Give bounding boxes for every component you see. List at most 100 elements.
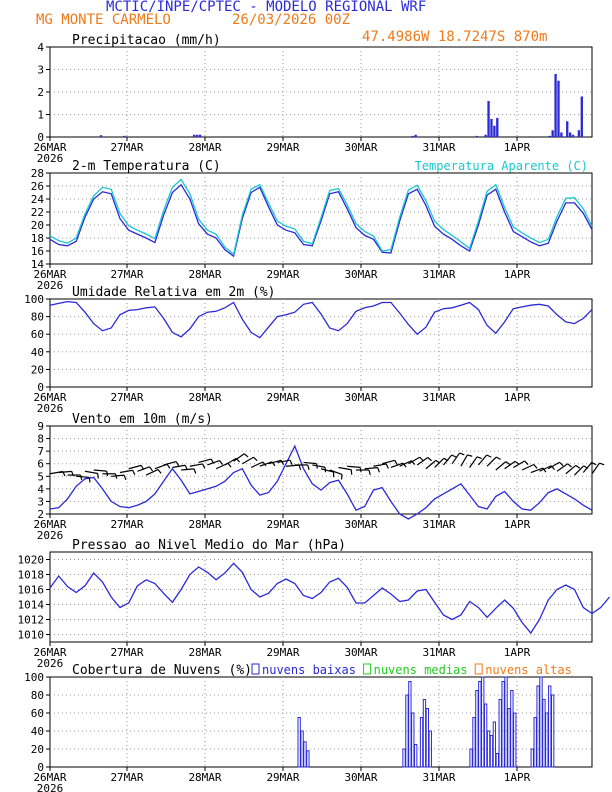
wind-barb-flag bbox=[253, 456, 258, 462]
x-tick-label: 1APR bbox=[504, 391, 531, 404]
wind-barb bbox=[259, 461, 273, 467]
y-tick-label: 14 bbox=[31, 258, 45, 271]
bar bbox=[303, 741, 307, 768]
bar bbox=[496, 117, 499, 137]
header: MCTIC/INPE/CPTEC - MODELO REGIONAL WRF M… bbox=[0, 0, 612, 50]
wind-barb bbox=[408, 456, 420, 465]
series-line bbox=[49, 300, 593, 339]
x-tick-label: 1APR bbox=[504, 141, 531, 154]
bar bbox=[469, 748, 473, 768]
y-tick-label: 1016 bbox=[18, 584, 45, 597]
wind-barb bbox=[547, 461, 560, 470]
wind-barb bbox=[58, 470, 72, 474]
bar bbox=[510, 690, 514, 768]
wind-barb bbox=[338, 466, 352, 471]
x-tick-label: 26MAR bbox=[33, 646, 66, 659]
y-tick-label: 0 bbox=[37, 761, 44, 774]
y-tick-label: 18 bbox=[31, 232, 44, 245]
bar bbox=[533, 717, 537, 768]
legend-label: nuvens altas bbox=[485, 663, 572, 677]
y-tick-label: 40 bbox=[31, 725, 44, 738]
panel-4: 1010 1012 1014 1016 1018 1020 26MAR 27MAR 28MAR 2… bbox=[18, 538, 610, 670]
x-tick-label: 1APR bbox=[504, 771, 531, 784]
bar bbox=[123, 135, 126, 137]
x-tick-label: 1APR bbox=[504, 268, 531, 281]
wind-barb bbox=[382, 459, 395, 465]
x-tick-label: 29MAR bbox=[266, 771, 299, 784]
bar bbox=[557, 80, 560, 137]
bar bbox=[195, 134, 199, 137]
wind-barb bbox=[416, 457, 429, 466]
wind-barb-flag bbox=[79, 474, 83, 481]
header-title: MCTIC/INPE/CPTEC - MODELO REGIONAL WRF bbox=[106, 0, 427, 15]
y-tick-label: 3 bbox=[37, 495, 44, 508]
y-tick-label: 4 bbox=[37, 483, 44, 496]
panel-title: Cobertura de Nuvens (%) bbox=[72, 663, 252, 678]
wind-barb-flag bbox=[385, 463, 389, 469]
y-tick-label: 100 bbox=[24, 293, 44, 306]
x-tick-label: 26MAR bbox=[33, 268, 66, 281]
wind-barb bbox=[434, 457, 445, 468]
x-tick-label: 27MAR bbox=[110, 518, 143, 531]
bar bbox=[492, 721, 497, 768]
bar bbox=[548, 135, 551, 137]
wind-barb-flag bbox=[219, 460, 223, 465]
y-tick-label: 2 bbox=[37, 508, 44, 521]
bar bbox=[536, 685, 540, 768]
wind-barb bbox=[513, 460, 525, 469]
wind-barb bbox=[145, 468, 159, 476]
wind-barb-flag bbox=[202, 463, 206, 469]
y-tick-label: 9 bbox=[37, 420, 44, 433]
y-tick-label: 16 bbox=[31, 245, 44, 258]
wind-barb bbox=[477, 454, 488, 466]
y-tick-label: 80 bbox=[31, 311, 44, 324]
x-tick-label: 29MAR bbox=[266, 268, 299, 281]
wind-barb bbox=[128, 464, 142, 470]
wind-barb bbox=[277, 459, 291, 464]
bar bbox=[550, 694, 555, 768]
y-tick-label: 1020 bbox=[18, 554, 45, 567]
panel-frame bbox=[49, 551, 593, 643]
panel-5: 0 20 40 60 80 100 26MAR 27MAR 28MAR 29MAR 30MAR 31M… bbox=[24, 663, 593, 792]
bar bbox=[419, 717, 424, 768]
wind-barb-flag bbox=[533, 464, 538, 469]
wind-barb-flag bbox=[575, 464, 581, 469]
legend-label: nuvens medias bbox=[374, 663, 468, 677]
wind-barb bbox=[224, 457, 237, 466]
wind-barb-flag bbox=[524, 460, 529, 465]
y-tick-label: 20 bbox=[31, 219, 44, 232]
y-tick-label: 1012 bbox=[18, 614, 45, 627]
bar bbox=[422, 699, 427, 768]
wind-barb-flag bbox=[467, 454, 473, 457]
bar bbox=[478, 681, 482, 768]
bar bbox=[566, 121, 569, 137]
x-tick-label: 1APR bbox=[504, 646, 531, 659]
y-tick-label: 5 bbox=[37, 470, 44, 483]
bar bbox=[568, 132, 572, 137]
bar bbox=[405, 694, 409, 768]
y-tick-label: 1014 bbox=[18, 599, 45, 612]
wind-barb bbox=[163, 461, 177, 466]
wind-barb bbox=[469, 456, 478, 468]
wind-barb bbox=[442, 454, 453, 466]
panel-title: Pressao ao Nivel Medio do Mar (hPa) bbox=[72, 538, 346, 553]
panel-title: Precipitacao (mm/h) bbox=[72, 33, 221, 48]
wind-barb-flag bbox=[157, 469, 162, 474]
panel-title: 2-m Temperatura (C) bbox=[72, 159, 221, 174]
bar bbox=[297, 717, 301, 768]
wind-barb-flag bbox=[166, 463, 171, 469]
x-tick-label: 27MAR bbox=[110, 391, 143, 404]
wind-barb-flag bbox=[459, 452, 465, 456]
wind-barb-flag bbox=[427, 457, 433, 462]
header-coords: 47.4986W 18.7247S 870m bbox=[362, 29, 548, 45]
bar bbox=[495, 753, 499, 768]
series-line bbox=[49, 183, 593, 258]
wind-barb-flag bbox=[298, 464, 302, 470]
legend-swatch bbox=[363, 663, 372, 675]
bar bbox=[501, 681, 505, 768]
wind-barb-flag bbox=[377, 467, 380, 473]
panel-frame bbox=[49, 298, 593, 388]
wind-barb bbox=[181, 468, 195, 471]
